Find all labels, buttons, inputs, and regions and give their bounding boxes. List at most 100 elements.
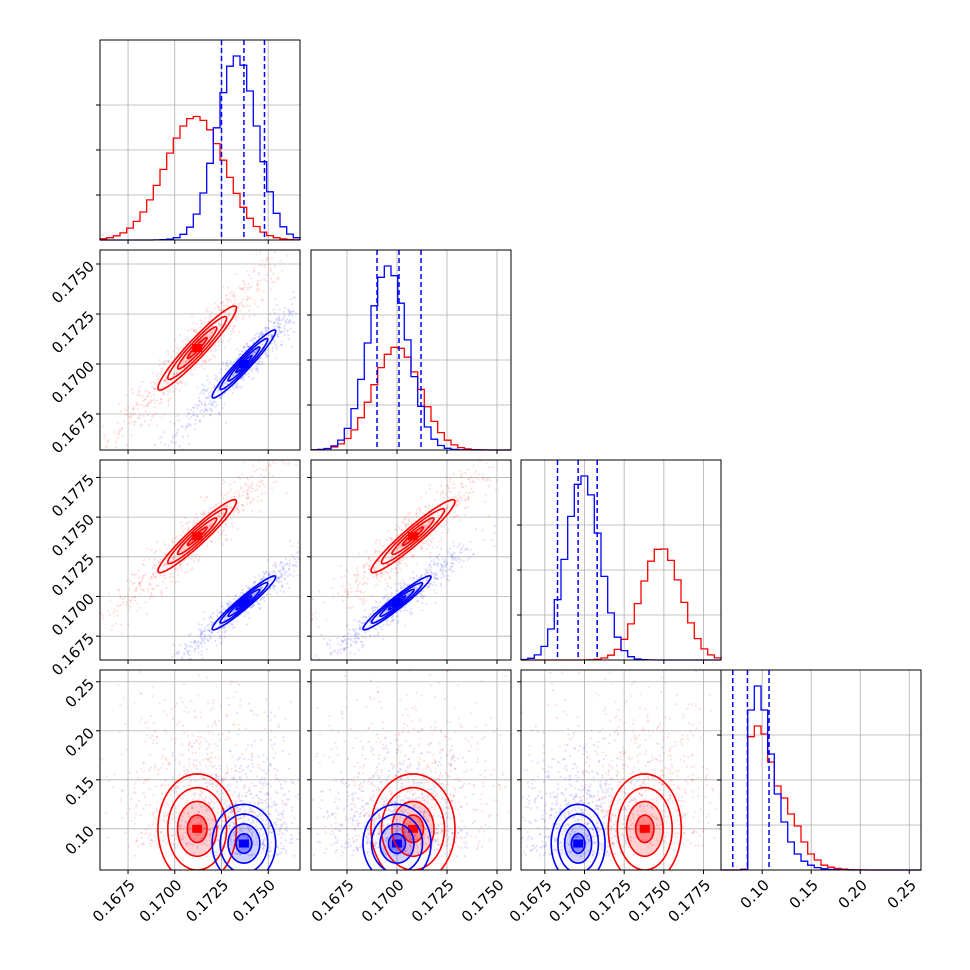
sample-point — [174, 441, 177, 444]
sample-point — [132, 408, 135, 411]
sample-point — [376, 573, 379, 576]
sample-point — [271, 585, 274, 589]
sample-point — [246, 345, 249, 348]
sample-point — [216, 838, 219, 841]
sample-point — [411, 556, 414, 559]
sample-point — [258, 332, 262, 335]
sample-point — [246, 492, 249, 495]
sample-point — [449, 490, 452, 493]
sample-point — [350, 590, 353, 594]
sample-point — [191, 752, 194, 755]
sample-point — [198, 419, 201, 422]
sample-point — [172, 558, 175, 561]
sample-point — [256, 815, 259, 818]
sample-point — [263, 277, 266, 281]
sample-point — [492, 785, 495, 788]
sample-point — [201, 645, 204, 648]
sample-point — [261, 798, 264, 802]
sample-point — [153, 387, 156, 390]
sample-point — [220, 605, 223, 608]
sample-point — [288, 564, 291, 567]
sample-point — [204, 403, 207, 406]
sample-point — [230, 808, 233, 812]
sample-point — [420, 548, 423, 551]
sample-point — [273, 281, 276, 284]
sample-point — [188, 841, 191, 844]
sample-point — [241, 588, 244, 592]
sample-point — [162, 839, 165, 843]
sample-point — [206, 409, 209, 412]
sample-point — [266, 257, 269, 260]
sample-point — [273, 321, 277, 324]
sample-point — [345, 642, 348, 646]
sample-point — [221, 543, 224, 546]
sample-point — [261, 298, 264, 301]
sample-point — [156, 843, 159, 846]
sample-point — [204, 797, 207, 801]
sample-point — [471, 480, 474, 483]
sample-point — [281, 787, 284, 790]
sample-point — [229, 483, 232, 486]
sample-point — [241, 753, 244, 756]
sample-point — [424, 524, 427, 528]
sample-point — [211, 354, 214, 357]
sample-point — [179, 550, 182, 553]
sample-point — [346, 569, 349, 572]
sample-point — [221, 532, 224, 535]
axes-background — [100, 460, 300, 660]
sample-point — [455, 496, 458, 499]
sample-point — [413, 781, 416, 785]
sample-point — [218, 623, 221, 626]
sample-point — [288, 311, 291, 314]
sample-point — [349, 644, 352, 647]
sample-point — [272, 836, 275, 839]
sample-point — [152, 794, 155, 797]
sample-point — [260, 298, 263, 301]
sample-point — [223, 819, 226, 823]
sample-point — [378, 572, 382, 575]
sample-point — [380, 628, 383, 631]
sample-point — [255, 468, 259, 471]
sample-point — [151, 371, 154, 374]
sample-point — [115, 446, 118, 449]
sample-point — [233, 291, 236, 294]
sample-point — [396, 571, 399, 574]
sample-point — [228, 600, 231, 603]
sample-point — [199, 741, 202, 744]
sample-point — [357, 648, 360, 652]
sample-point — [178, 825, 182, 828]
sample-point — [445, 798, 448, 801]
sample-point — [269, 337, 272, 340]
sample-point — [288, 462, 291, 465]
sample-point — [179, 697, 182, 700]
sample-point — [287, 309, 290, 312]
sample-point — [212, 826, 215, 829]
sample-point — [247, 743, 250, 746]
sample-point — [155, 412, 158, 415]
sample-point — [289, 539, 292, 543]
sample-point — [198, 811, 201, 814]
sample-point — [226, 602, 229, 605]
sample-point — [281, 813, 284, 816]
sample-point — [262, 576, 266, 579]
sample-point — [427, 521, 430, 524]
sample-point — [394, 528, 397, 531]
sample-point — [204, 359, 207, 362]
sample-point — [247, 818, 250, 821]
sample-point — [253, 302, 256, 306]
sample-point — [198, 554, 201, 557]
sample-point — [379, 774, 382, 778]
sample-point — [111, 786, 114, 789]
sample-point — [200, 837, 203, 840]
sample-point — [263, 793, 266, 796]
sample-point — [470, 487, 473, 490]
sample-point — [210, 851, 213, 854]
sample-point — [371, 611, 374, 614]
sample-point — [268, 334, 271, 337]
sample-point — [217, 807, 220, 811]
sample-point — [227, 602, 230, 606]
sample-point — [214, 773, 217, 777]
sample-point — [261, 362, 264, 366]
sample-point — [261, 847, 265, 850]
sample-point — [238, 353, 241, 356]
